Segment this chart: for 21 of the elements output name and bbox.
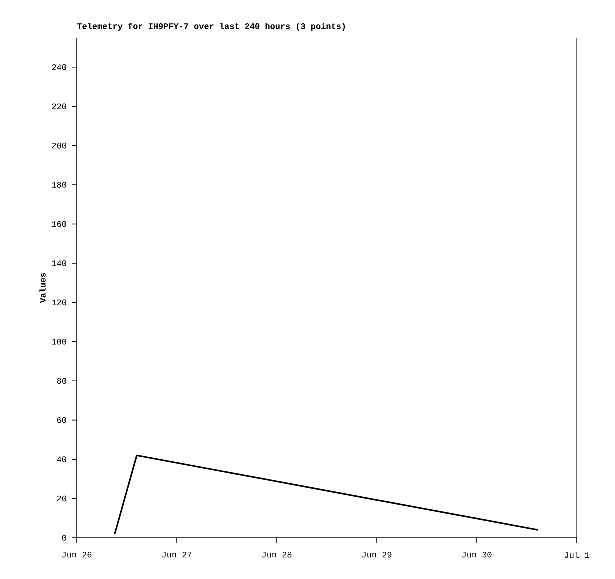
y-tick-label: 20 <box>57 496 66 502</box>
y-tick-label: 160 <box>52 221 66 228</box>
y-tick-label: 0 <box>62 535 66 541</box>
y-tick-label: 60 <box>57 417 66 424</box>
x-tick-label: Jun 30 <box>462 552 492 558</box>
chart-title: Telemetry for IH9PFY-7 over last 240 hours (3 points) <box>77 22 346 31</box>
x-tick-label: Jun 29 <box>362 552 392 558</box>
x-tick-label: Jun 28 <box>262 552 292 558</box>
y-tick-label: 180 <box>52 182 66 188</box>
x-tick-label: Jun 27 <box>162 552 192 558</box>
y-tick-label: 80 <box>57 378 66 384</box>
y-tick-label: 100 <box>52 339 66 345</box>
y-axis-title: Values <box>40 273 46 304</box>
y-tick-label: 220 <box>52 104 66 110</box>
y-tick-label: 120 <box>52 300 66 306</box>
y-tick-label: 200 <box>52 142 66 149</box>
y-tick-label: 140 <box>52 260 66 266</box>
x-tick-label: Jul 1 <box>565 552 590 558</box>
y-tick-label: 240 <box>52 64 66 70</box>
x-tick-label: Jun 26 <box>62 552 92 558</box>
y-tick-label: 40 <box>57 456 66 462</box>
